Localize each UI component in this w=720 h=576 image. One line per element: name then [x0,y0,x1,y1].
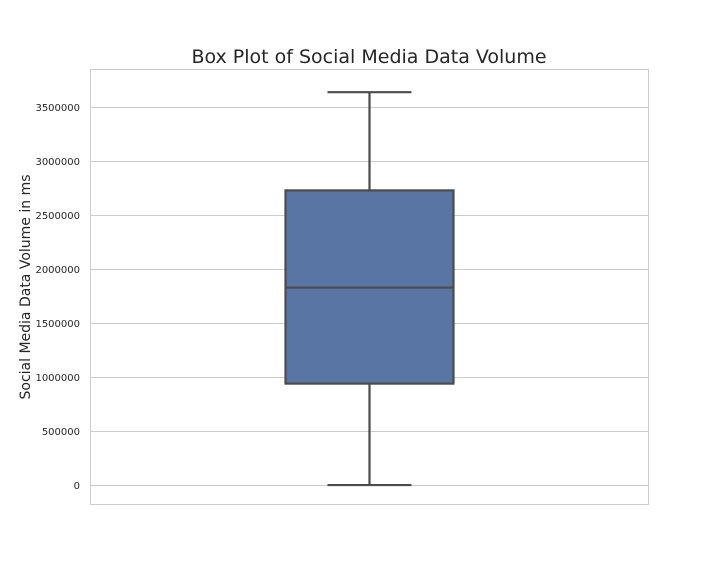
y-tick-label: 1000000 [35,373,80,384]
y-tick-label: 2500000 [35,211,80,222]
y-tick-label: 2000000 [35,265,80,276]
y-tick-label: 0 [74,481,80,492]
y-tick-label: 3000000 [35,157,80,168]
y-tick-label: 500000 [42,427,80,438]
box-plot-elements [284,91,455,487]
plot-frame [90,69,649,505]
chart-title: Box Plot of Social Media Data Volume [191,46,546,68]
y-tick-label: 3500000 [35,103,80,114]
y-tick-labels: 0 500000 1000000 1500000 2000000 2500000 30000… [35,103,80,492]
y-tick-label: 1500000 [35,319,80,330]
y-axis-label: Social Media Data Volume in ms [18,175,34,400]
